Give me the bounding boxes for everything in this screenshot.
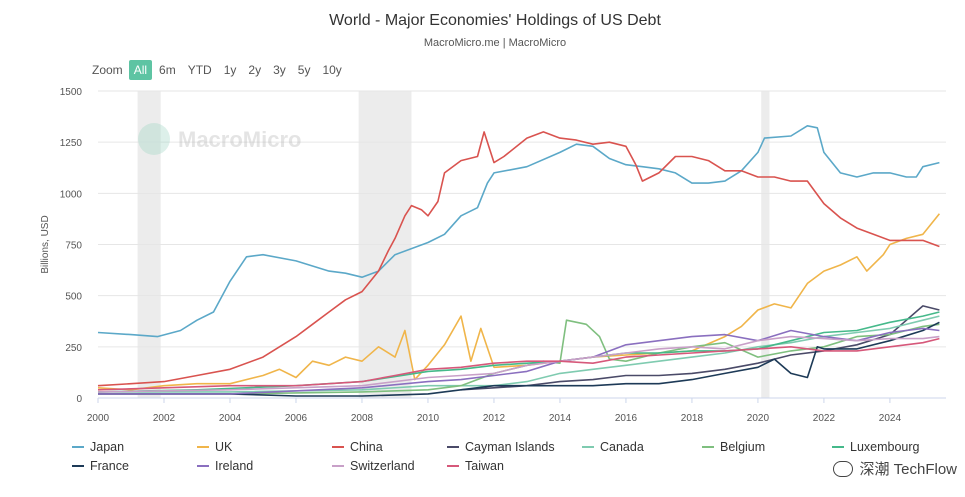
legend-item-luxembourg[interactable]: Luxembourg — [832, 440, 920, 454]
legend-swatch — [72, 446, 84, 448]
y-tick-label-5: 1250 — [60, 138, 83, 149]
y-tick-label-1: 250 — [65, 343, 82, 354]
legend-item-belgium[interactable]: Belgium — [702, 440, 765, 454]
legend-item-uk[interactable]: UK — [197, 440, 232, 454]
legend-label: Japan — [90, 440, 125, 454]
x-tick-label-10: 2020 — [747, 413, 770, 424]
legend-swatch — [197, 446, 209, 448]
y-tick-label-6: 1500 — [60, 87, 83, 98]
x-tick-label-0: 2000 — [87, 413, 110, 424]
legend-item-switzerland[interactable]: Switzerland — [332, 459, 415, 473]
series-line-japan — [97, 125, 940, 338]
watermark-text: 深潮 TechFlow — [859, 461, 957, 478]
legend-item-taiwan[interactable]: Taiwan — [447, 459, 504, 473]
legend-label: France — [90, 459, 129, 473]
series-line-cayman-islands — [460, 305, 940, 391]
techflow-watermark: 深潮 TechFlow — [833, 458, 957, 479]
zoom-3y-button[interactable]: 3y — [273, 63, 286, 77]
legend-label: UK — [215, 440, 233, 454]
legend-item-france[interactable]: France — [72, 459, 129, 473]
macromicro-logo-text: MacroMicro — [178, 127, 301, 152]
zoom-1y-button[interactable]: 1y — [223, 63, 237, 77]
legend-label: Taiwan — [465, 459, 504, 473]
macromicro-logo: MacroMicro — [138, 123, 301, 155]
chart-canvas: 0 250 500 750 1000 1250 1500 2000 2002 2004 2006 20… — [40, 87, 946, 424]
series-line-uk — [97, 213, 941, 391]
x-tick-label-5: 2010 — [417, 413, 440, 424]
legend-swatch — [702, 446, 714, 448]
x-tick-label-1: 2002 — [153, 413, 176, 424]
x-tick-label-11: 2022 — [813, 413, 836, 424]
series-line-canada — [98, 315, 940, 393]
y-tick-label-0: 0 — [76, 394, 82, 405]
legend-item-china[interactable]: China — [332, 440, 383, 454]
zoom-2y-button[interactable]: 2y — [248, 63, 262, 77]
macromicro-logo-circle — [138, 123, 170, 155]
legend-item-cayman-islands[interactable]: Cayman Islands — [447, 440, 555, 454]
x-tick-label-9: 2018 — [681, 413, 704, 424]
chart-subtitle: MacroMicro.me | MacroMicro — [423, 37, 567, 49]
series-line-china — [97, 131, 940, 387]
legend-label: Ireland — [215, 459, 254, 473]
legend-item-japan[interactable]: Japan — [72, 440, 124, 454]
legend-item-ireland[interactable]: Ireland — [197, 459, 253, 473]
legend-label: Belgium — [720, 440, 766, 454]
x-tick-label-7: 2014 — [549, 413, 572, 424]
legend-label: Luxembourg — [850, 440, 920, 454]
x-tick-label-4: 2008 — [351, 413, 374, 424]
series-line-france — [98, 321, 940, 397]
zoom-5y-button[interactable]: 5y — [297, 63, 311, 77]
y-tick-label-3: 750 — [65, 241, 82, 252]
series-line-belgium — [98, 319, 940, 395]
chart-title: World - Major Economies' Holdings of US … — [329, 12, 661, 29]
x-tick-label-6: 2012 — [483, 413, 506, 424]
legend-item-canada[interactable]: Canada — [582, 440, 644, 454]
legend-swatch — [332, 446, 344, 448]
x-tick-label-3: 2006 — [285, 413, 308, 424]
legend-swatch — [582, 446, 594, 448]
zoom-10y-button[interactable]: 10y — [322, 63, 342, 77]
legend-swatch — [197, 465, 209, 467]
wechat-icon — [833, 460, 854, 477]
legend-swatch — [72, 465, 84, 467]
zoom-ytd-button[interactable]: YTD — [187, 63, 212, 77]
legend-swatch — [332, 465, 344, 467]
legend-label: China — [350, 440, 383, 454]
x-tick-label-2: 2004 — [219, 413, 242, 424]
x-tick-label-8: 2016 — [615, 413, 638, 424]
y-tick-label-4: 1000 — [60, 189, 83, 200]
zoom-bar: Zoom All 6m YTD 1y 2y 3y 5y 10y — [92, 60, 349, 80]
zoom-6m-button[interactable]: 6m — [159, 63, 176, 77]
legend-label: Canada — [600, 440, 644, 454]
zoom-label: Zoom — [92, 63, 123, 77]
legend-swatch — [447, 465, 459, 467]
y-tick-label-2: 500 — [65, 292, 82, 303]
legend-swatch — [447, 446, 459, 448]
y-axis-label: Billions, USD — [40, 215, 51, 273]
x-tick-label-12: 2024 — [879, 413, 902, 424]
zoom-all-button[interactable]: All — [128, 60, 153, 80]
legend-label: Switzerland — [350, 459, 415, 473]
legend-label: Cayman Islands — [465, 440, 555, 454]
legend-swatch — [832, 446, 844, 448]
series-line-taiwan — [97, 337, 940, 391]
series-line-switzerland — [97, 335, 940, 393]
